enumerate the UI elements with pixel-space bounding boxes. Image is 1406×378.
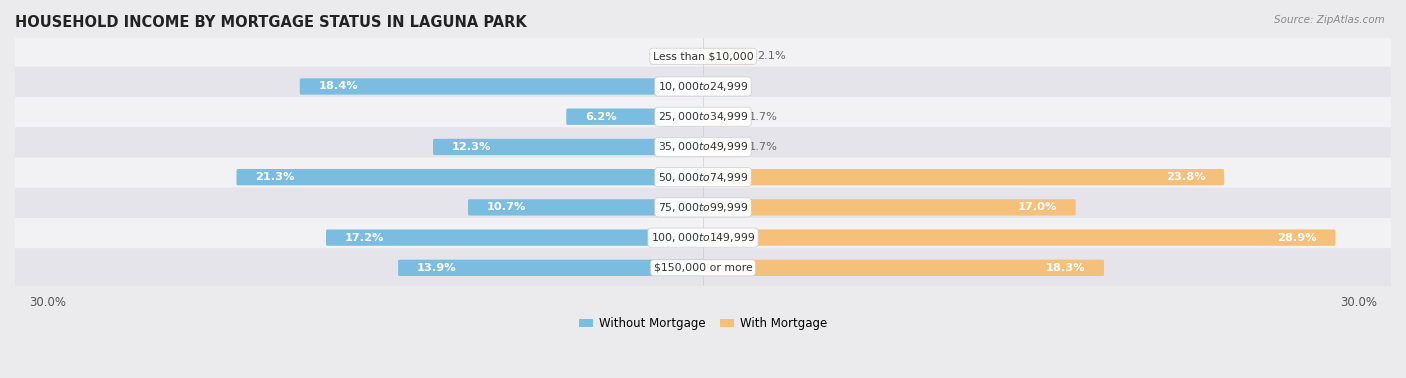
FancyBboxPatch shape — [702, 199, 1076, 215]
Text: $50,000 to $74,999: $50,000 to $74,999 — [658, 170, 748, 184]
FancyBboxPatch shape — [11, 67, 1395, 106]
Text: 1.7%: 1.7% — [749, 112, 778, 122]
Text: 6.2%: 6.2% — [585, 112, 617, 122]
Text: 18.4%: 18.4% — [319, 82, 359, 91]
FancyBboxPatch shape — [326, 229, 704, 246]
FancyBboxPatch shape — [702, 260, 1104, 276]
Text: 28.9%: 28.9% — [1277, 232, 1317, 243]
Text: Source: ZipAtlas.com: Source: ZipAtlas.com — [1274, 15, 1385, 25]
FancyBboxPatch shape — [11, 127, 1395, 167]
FancyBboxPatch shape — [468, 199, 704, 215]
FancyBboxPatch shape — [11, 37, 1395, 76]
Text: $25,000 to $34,999: $25,000 to $34,999 — [658, 110, 748, 123]
Text: 2.1%: 2.1% — [758, 51, 786, 61]
FancyBboxPatch shape — [299, 78, 704, 94]
Text: 23.8%: 23.8% — [1166, 172, 1205, 182]
FancyBboxPatch shape — [11, 97, 1395, 136]
Text: Less than $10,000: Less than $10,000 — [652, 51, 754, 61]
FancyBboxPatch shape — [11, 248, 1395, 288]
Text: 17.0%: 17.0% — [1018, 202, 1057, 212]
Text: $35,000 to $49,999: $35,000 to $49,999 — [658, 141, 748, 153]
Text: 17.2%: 17.2% — [344, 232, 384, 243]
Text: $10,000 to $24,999: $10,000 to $24,999 — [658, 80, 748, 93]
Text: 10.7%: 10.7% — [486, 202, 526, 212]
Text: $150,000 or more: $150,000 or more — [654, 263, 752, 273]
FancyBboxPatch shape — [702, 48, 751, 64]
Text: HOUSEHOLD INCOME BY MORTGAGE STATUS IN LAGUNA PARK: HOUSEHOLD INCOME BY MORTGAGE STATUS IN L… — [15, 15, 527, 30]
FancyBboxPatch shape — [433, 139, 704, 155]
Legend: Without Mortgage, With Mortgage: Without Mortgage, With Mortgage — [574, 312, 832, 335]
Text: $75,000 to $99,999: $75,000 to $99,999 — [658, 201, 748, 214]
FancyBboxPatch shape — [702, 108, 741, 125]
FancyBboxPatch shape — [11, 218, 1395, 257]
Text: 21.3%: 21.3% — [256, 172, 295, 182]
Text: 13.9%: 13.9% — [418, 263, 457, 273]
Text: 18.3%: 18.3% — [1046, 263, 1085, 273]
FancyBboxPatch shape — [398, 260, 704, 276]
FancyBboxPatch shape — [11, 158, 1395, 197]
Text: $100,000 to $149,999: $100,000 to $149,999 — [651, 231, 755, 244]
Text: 1.7%: 1.7% — [749, 142, 778, 152]
FancyBboxPatch shape — [236, 169, 704, 185]
Text: 12.3%: 12.3% — [451, 142, 491, 152]
FancyBboxPatch shape — [702, 229, 1336, 246]
FancyBboxPatch shape — [567, 108, 704, 125]
FancyBboxPatch shape — [702, 169, 1225, 185]
FancyBboxPatch shape — [702, 139, 741, 155]
FancyBboxPatch shape — [11, 188, 1395, 227]
